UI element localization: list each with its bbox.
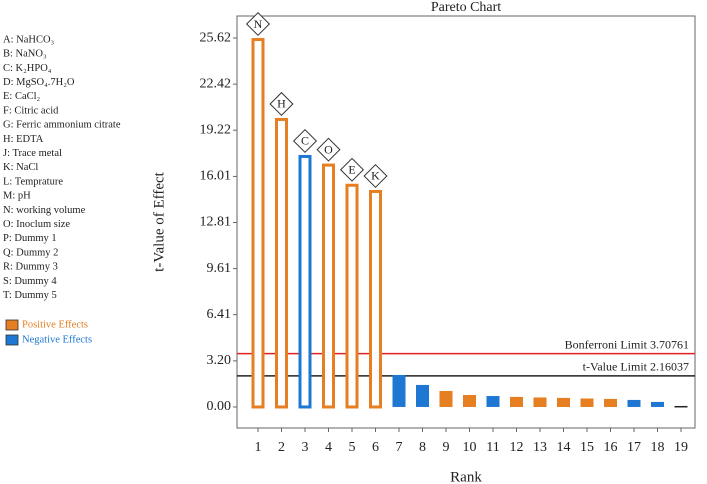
bar — [533, 397, 547, 407]
bar-label-box — [363, 163, 388, 188]
y-tick-label: 16.01 — [200, 169, 232, 184]
bar-label: H — [277, 97, 286, 111]
x-tick-label: 1 — [255, 440, 262, 455]
x-tick-label: 15 — [580, 440, 594, 455]
factor-key-item: C: K₂HPO₄ — [3, 63, 52, 74]
bar — [369, 189, 382, 409]
y-tick-label: 12.81 — [200, 215, 232, 230]
x-tick-label: 11 — [486, 440, 499, 455]
x-tick-label: 2 — [278, 440, 285, 455]
bar-label: C — [301, 134, 309, 148]
bar-label: K — [371, 169, 380, 183]
factor-key-item: G: Ferric ammonium citrate — [3, 120, 121, 131]
x-tick-label: 18 — [651, 440, 665, 455]
x-tick-label: 5 — [349, 440, 356, 455]
bar — [251, 38, 265, 409]
factor-key-item: A: NaHCO₃ — [3, 34, 55, 45]
legend-label: Positive Effects — [22, 319, 88, 330]
x-tick-label: 16 — [604, 440, 618, 455]
factor-key-item: K: NaCl — [3, 162, 38, 173]
x-tick-label: 17 — [627, 440, 641, 455]
x-tick-label: 3 — [302, 440, 309, 455]
x-tick-label: 13 — [533, 440, 547, 455]
x-tick-label: 4 — [325, 440, 332, 455]
x-tick-label: 14 — [557, 440, 571, 455]
bar — [463, 395, 476, 407]
x-tick-label: 6 — [372, 440, 379, 455]
bar-label-box — [292, 128, 318, 153]
x-tick-label: 19 — [674, 440, 688, 455]
factor-key-item: S: Dummy 4 — [3, 276, 57, 287]
bar-label-box — [245, 12, 271, 37]
bar — [627, 399, 641, 407]
y-tick-label: 6.41 — [207, 307, 232, 322]
limit-label: Bonferroni Limit 3.70761 — [565, 337, 689, 351]
factor-key-item: N: working volume — [3, 205, 86, 216]
bar — [651, 401, 664, 407]
bar — [604, 398, 617, 407]
y-tick-label: 3.20 — [207, 353, 232, 368]
y-tick-label: 22.42 — [200, 76, 232, 91]
bar — [674, 405, 688, 408]
y-tick-label: 0.00 — [207, 399, 232, 414]
bar-label: N — [254, 17, 263, 31]
plot-frame — [236, 15, 696, 429]
bar — [322, 163, 335, 409]
x-tick-label: 10 — [463, 440, 477, 455]
bar — [298, 154, 312, 409]
factor-key-item: M: pH — [3, 191, 31, 202]
factor-key-item: F: Citric acid — [3, 105, 59, 116]
y-axis-label: t-Value of Effect — [151, 171, 167, 272]
legend-swatch — [5, 319, 19, 331]
y-tick-label: 9.61 — [207, 261, 232, 276]
limit-label: t-Value Limit 2.16037 — [583, 360, 689, 374]
factor-key-item: H: EDTA — [3, 134, 44, 145]
bar — [486, 396, 500, 407]
bar-label: O — [324, 142, 333, 156]
legend-label: Negative Effects — [22, 334, 92, 345]
factor-key-item: P: Dummy 1 — [3, 233, 57, 244]
bar-label-box — [316, 137, 341, 162]
chart-title: Pareto Chart — [431, 0, 501, 15]
bar — [580, 398, 594, 407]
factor-key-item: L: Temprature — [3, 176, 63, 187]
bar — [557, 397, 570, 407]
y-tick-label: 25.62 — [200, 30, 232, 45]
x-tick-label: 12 — [510, 440, 524, 455]
legend-swatch — [5, 334, 19, 346]
bar-label: E — [348, 163, 355, 177]
factor-key-item: B: NaNO₃ — [3, 49, 47, 60]
factor-key-item: O: Inoclum size — [3, 219, 70, 230]
factor-key-item: J: Trace metal — [3, 148, 62, 159]
factor-key-item: T: Dummy 5 — [3, 290, 57, 301]
factor-key-item: D: MgSO₄.7H₂O — [3, 77, 75, 88]
x-tick-label: 9 — [443, 440, 450, 455]
y-tick-label: 19.22 — [200, 122, 232, 137]
bar — [416, 384, 429, 407]
bar — [345, 183, 359, 409]
x-tick-label: 7 — [396, 440, 403, 455]
factor-key-item: R: Dummy 3 — [3, 262, 58, 273]
bar-label-box — [269, 91, 294, 116]
factor-key-item: Q: Dummy 2 — [3, 247, 58, 258]
bar — [510, 396, 523, 407]
factor-key-item: E: CaCl₂ — [3, 91, 41, 102]
bar — [275, 117, 288, 409]
bar-label-box — [339, 157, 365, 182]
x-tick-label: 8 — [419, 440, 426, 455]
bar — [439, 390, 453, 407]
x-axis-label: Rank — [450, 469, 482, 484]
bar — [392, 375, 406, 407]
